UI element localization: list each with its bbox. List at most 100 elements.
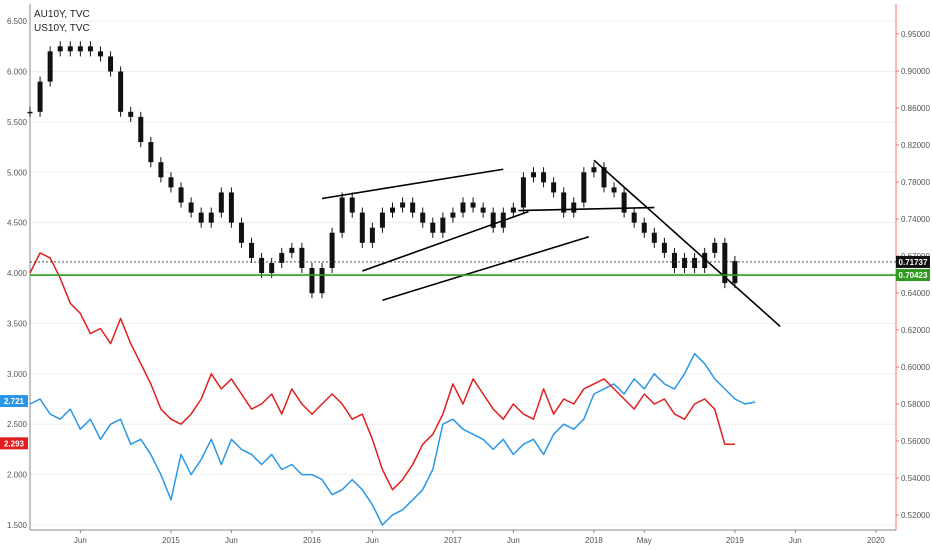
candle-body: [118, 71, 124, 112]
candle-body: [450, 212, 456, 218]
us10y-line: [29, 352, 756, 526]
candle-body: [319, 268, 325, 294]
left-tick-label: 6.000: [7, 68, 28, 77]
trendline-upper-channel: [321, 168, 504, 200]
last-price-label: 0.71737: [899, 258, 928, 267]
right-tick-label: 0.54000: [901, 474, 930, 483]
trendline-rounding-top: [518, 206, 655, 212]
candle-body: [369, 227, 375, 243]
left-tick-label: 5.500: [7, 118, 28, 127]
candle-body: [551, 182, 557, 193]
candle-body: [601, 167, 607, 188]
candle-body: [581, 172, 587, 203]
candle-body: [128, 111, 134, 117]
candle-body: [238, 222, 244, 243]
price-labels: 2.721 2.293 0.71737 0.70423: [0, 255, 930, 450]
candle-body: [530, 172, 536, 178]
au10y-price-label-bg: [0, 437, 28, 450]
left-tick-label: 4.500: [7, 219, 28, 228]
us10y-series-line: [29, 352, 756, 526]
trendline-falling-resistance: [593, 159, 781, 328]
us10y-price-label-bg: [0, 395, 28, 408]
right-tick-label: 0.64000: [901, 289, 930, 298]
right-tick-label: 0.90000: [901, 67, 930, 76]
last-price-label-bg: [896, 255, 930, 268]
left-tick-label: 5.000: [7, 168, 28, 177]
candle-body: [228, 192, 234, 223]
candle-body: [87, 46, 93, 52]
candle-body: [198, 212, 204, 223]
candle-body: [148, 142, 154, 163]
candle-body: [390, 207, 396, 213]
candle-body: [208, 212, 214, 223]
candle-body: [410, 202, 416, 213]
candle-body: [67, 46, 73, 52]
left-tick-label: 2.000: [7, 471, 28, 480]
candle-body: [712, 242, 718, 253]
candle-body: [621, 192, 627, 213]
candle-body: [359, 212, 365, 243]
x-tick-label: 2019: [726, 536, 744, 545]
legend: AU10Y, TVC US10Y, TVC: [34, 8, 90, 36]
x-tick-label: Jun: [366, 536, 379, 545]
candle-body: [299, 247, 305, 269]
right-tick-label: 0.86000: [901, 104, 930, 113]
x-tick-label: 2015: [162, 536, 180, 545]
candle-body: [37, 81, 43, 112]
au10y-line: [29, 252, 735, 491]
candle-body: [57, 46, 63, 52]
x-tick-label: 2020: [867, 536, 885, 545]
left-tick-label: 1.500: [7, 521, 28, 530]
candle-body: [400, 202, 406, 208]
right-tick-label: 0.95000: [901, 30, 930, 39]
candle-body: [561, 192, 567, 213]
right-tick-label: 0.74000: [901, 215, 930, 224]
candle-body: [460, 202, 466, 213]
x-tick-label: Jun: [74, 536, 87, 545]
candle-body: [480, 207, 486, 213]
candle-body: [188, 202, 194, 213]
candle-body: [349, 197, 355, 213]
support-price-label-bg: [896, 269, 930, 282]
x-tick-label: Jun: [225, 536, 238, 545]
candle-body: [611, 187, 617, 193]
trendline-lower-channel: [362, 210, 529, 272]
trendlines: [321, 159, 781, 328]
candle-body: [490, 212, 496, 228]
right-tick-label: 0.56000: [901, 437, 930, 446]
x-tick-label: Jun: [789, 536, 802, 545]
candle-body: [279, 252, 285, 263]
candle-body: [249, 242, 255, 258]
us10y-price-label: 2.721: [4, 397, 25, 406]
candle-body: [289, 247, 295, 253]
candle-body: [440, 217, 446, 233]
candle-body: [661, 242, 667, 253]
right-tick-label: 0.78000: [901, 178, 930, 187]
left-tick-label: 2.500: [7, 420, 28, 429]
left-tick-label: 3.500: [7, 319, 28, 328]
candle-body: [510, 207, 516, 213]
candle-body: [168, 177, 174, 188]
right-tick-label: 0.82000: [901, 141, 930, 150]
right-tick-label: 0.58000: [901, 400, 930, 409]
candle-body: [158, 162, 164, 178]
x-tick-label: Jun: [507, 536, 520, 545]
x-tick-label: 2016: [303, 536, 321, 545]
candle-body: [27, 111, 33, 114]
candle-body: [631, 212, 637, 223]
candle-body: [218, 192, 224, 213]
candle-body: [732, 260, 738, 284]
candle-body: [520, 177, 526, 208]
candle-body: [77, 46, 83, 52]
candle-body: [47, 51, 53, 82]
legend-item-us10y: US10Y, TVC: [34, 23, 90, 34]
candle-body: [269, 262, 275, 274]
legend-item-au10y: AU10Y, TVC: [34, 9, 90, 20]
time-axis: Jun 2015 Jun 2016 Jun 2017 Jun 2018 May 2019 Jun 20…: [30, 529, 896, 545]
trendline-rising-support: [382, 236, 590, 302]
candle-body: [108, 56, 114, 72]
candle-body: [651, 232, 657, 243]
candle-body: [702, 252, 708, 269]
